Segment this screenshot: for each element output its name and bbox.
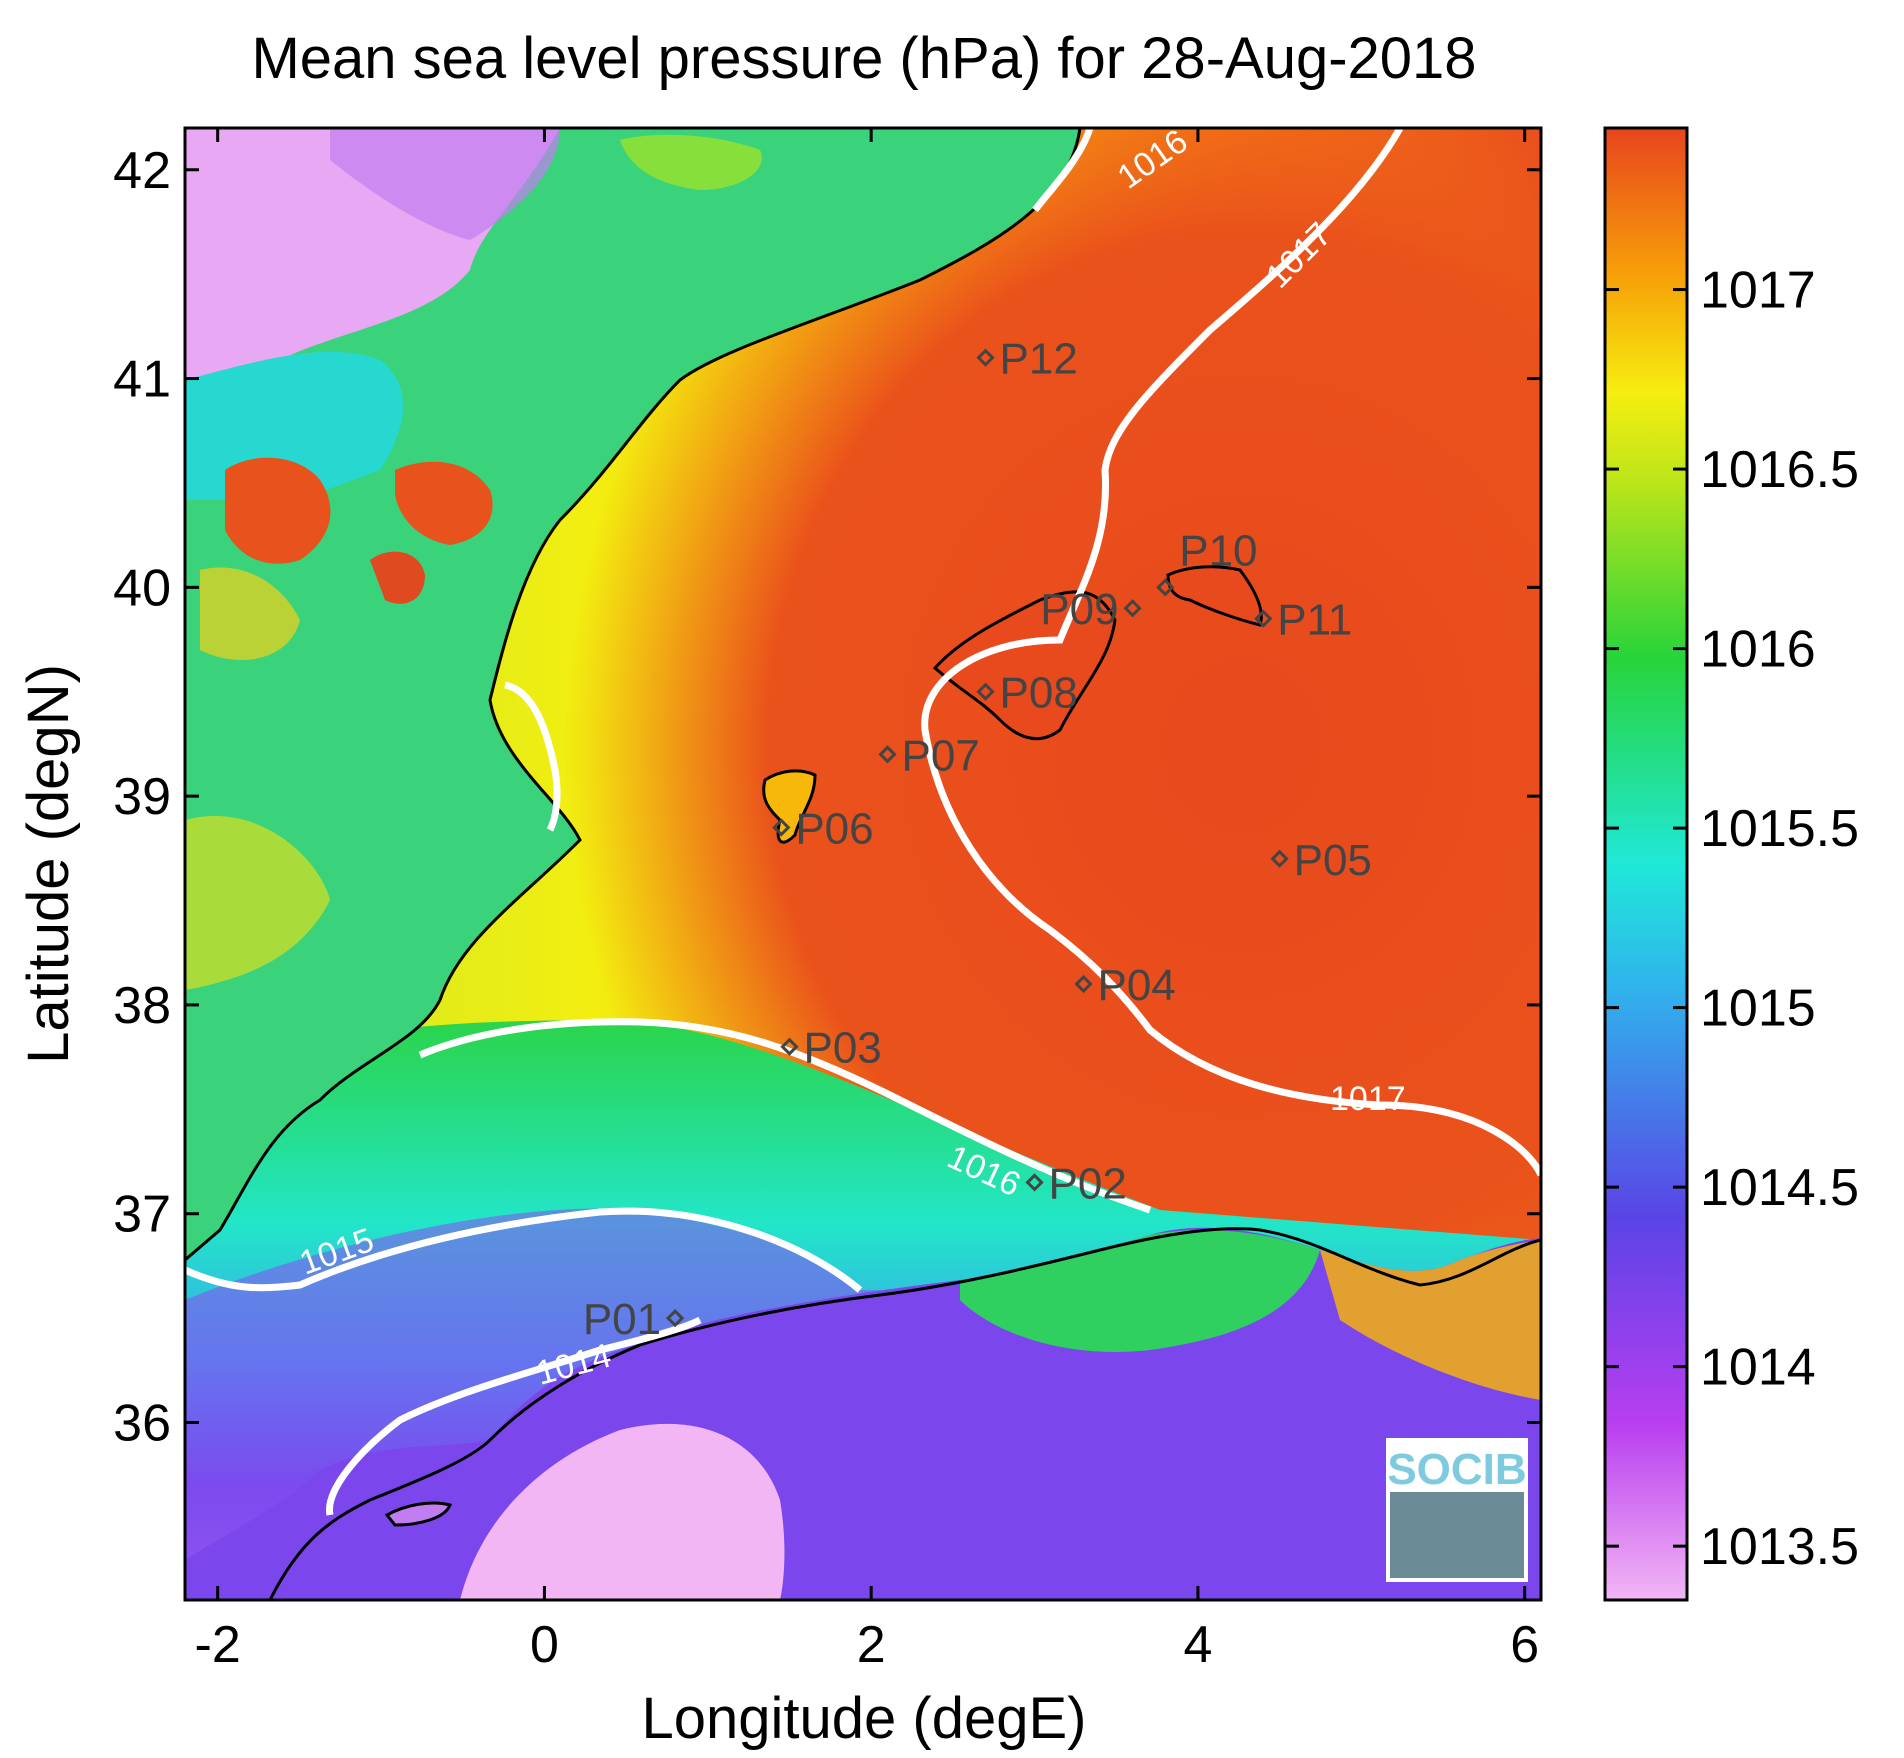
iberia-land	[185, 128, 1080, 1260]
x-tick-label: 0	[530, 1616, 559, 1674]
station-label: P07	[902, 731, 980, 780]
y-tick-label: 37	[113, 1186, 171, 1244]
socib-logo: SOCIB	[1386, 1438, 1528, 1582]
station-marker	[665, 1309, 685, 1328]
x-tick-label: 4	[1183, 1616, 1212, 1674]
station-label: P11	[1277, 596, 1352, 645]
station-markers: P01 P02 P03 P04 P05 P06 P07 P08 P09 P10 P11 P12	[583, 335, 1372, 1344]
colorbar-tick-label: 1013.5	[1700, 1518, 1859, 1576]
contour-1017	[921, 128, 1541, 1177]
x-tick-label: -2	[195, 1616, 241, 1674]
colorbar-frame	[1603, 126, 1689, 1602]
y-tick-label: 40	[113, 559, 171, 617]
y-tick-label: 41	[113, 351, 171, 409]
yellow-land-patch-2	[185, 816, 330, 990]
colorbar-tick-label: 1016.5	[1700, 441, 1859, 499]
iberia-coastline	[185, 128, 1082, 1262]
colorbar-tick-label: 1014.5	[1700, 1159, 1859, 1217]
colorbar-tick-label: 1015.5	[1700, 800, 1859, 858]
colorbar-tick-label: 1016	[1700, 621, 1816, 679]
pressure-field: 1016 1017 1017 1016 1015 1014 P01P02P03P…	[185, 128, 1541, 1600]
station-label: P09	[1040, 585, 1118, 634]
contour-1016-coast	[504, 681, 561, 832]
mallorca-island	[932, 590, 1117, 741]
station-label: P10	[1179, 526, 1257, 575]
colorbar-ticks: 1013.5 1014 1014.5 1015 1015.5 1016 1016.5 1017	[1605, 262, 1859, 1576]
menorca-island	[1166, 565, 1263, 627]
y-axis-ticks: 36 37 38 39 40 41 42	[113, 142, 1541, 1453]
station-label: P12	[1000, 335, 1078, 384]
colorbar-tick-label: 1017	[1700, 262, 1816, 320]
station-marker	[780, 1037, 799, 1056]
x-tick-label: 6	[1510, 1616, 1539, 1674]
station-marker	[1156, 578, 1175, 597]
station-label: P04	[1098, 961, 1176, 1010]
alboran-island	[384, 1501, 453, 1527]
station-marker	[976, 682, 995, 701]
station-marker	[1270, 849, 1289, 868]
green-land-patch	[620, 134, 762, 190]
station-marker	[772, 818, 791, 837]
africa-low-patch	[460, 1423, 785, 1600]
station-marker	[976, 348, 995, 367]
contour-label-1017-south: 1017	[1330, 1080, 1406, 1118]
station-label: P08	[1000, 669, 1078, 718]
station-label: P03	[803, 1024, 881, 1073]
station-marker	[1025, 1173, 1044, 1192]
africa-orange-patch	[1320, 1240, 1541, 1400]
y-tick-label: 38	[113, 977, 171, 1035]
contour-1014	[326, 1316, 702, 1516]
africa-coastline	[268, 1227, 1541, 1600]
ibiza-island	[762, 769, 817, 844]
contour-1016-south	[418, 1018, 1152, 1214]
socib-logo-text: SOCIB	[1387, 1445, 1526, 1494]
station-marker	[1074, 974, 1093, 994]
africa-green-patch	[960, 1230, 1320, 1352]
station-label: P01	[583, 1295, 661, 1344]
y-tick-label: 39	[113, 768, 171, 826]
colorbar	[1605, 128, 1687, 1600]
contour-1015	[185, 1207, 863, 1293]
map-title: Mean sea level pressure (hPa) for 28-Aug…	[251, 26, 1476, 91]
highland-patch-1	[225, 457, 331, 564]
station-label: P06	[795, 804, 873, 853]
yellow-land-patch	[200, 567, 300, 660]
colorbar-tick-label: 1015	[1700, 980, 1816, 1038]
colorbar-tick-label: 1014	[1700, 1339, 1816, 1397]
x-axis-label: Longitude (degE)	[642, 1686, 1087, 1751]
station-label: P05	[1294, 836, 1372, 885]
plot-frame	[183, 126, 1543, 1602]
x-tick-label: 2	[857, 1616, 886, 1674]
x-axis-ticks: -2 0 2 4 6	[195, 128, 1539, 1674]
station-label: P02	[1049, 1159, 1127, 1208]
station-marker	[1123, 599, 1142, 618]
contour-1016-north	[1032, 128, 1094, 213]
highland-patch-3	[370, 551, 425, 604]
y-tick-label: 36	[113, 1395, 171, 1453]
northern-violet-land	[330, 128, 560, 240]
highland-patch-2	[395, 461, 493, 545]
station-marker	[878, 745, 897, 764]
station-marker	[1254, 609, 1273, 628]
y-axis-label: Latitude (degN)	[16, 664, 81, 1064]
y-tick-label: 42	[113, 142, 171, 200]
